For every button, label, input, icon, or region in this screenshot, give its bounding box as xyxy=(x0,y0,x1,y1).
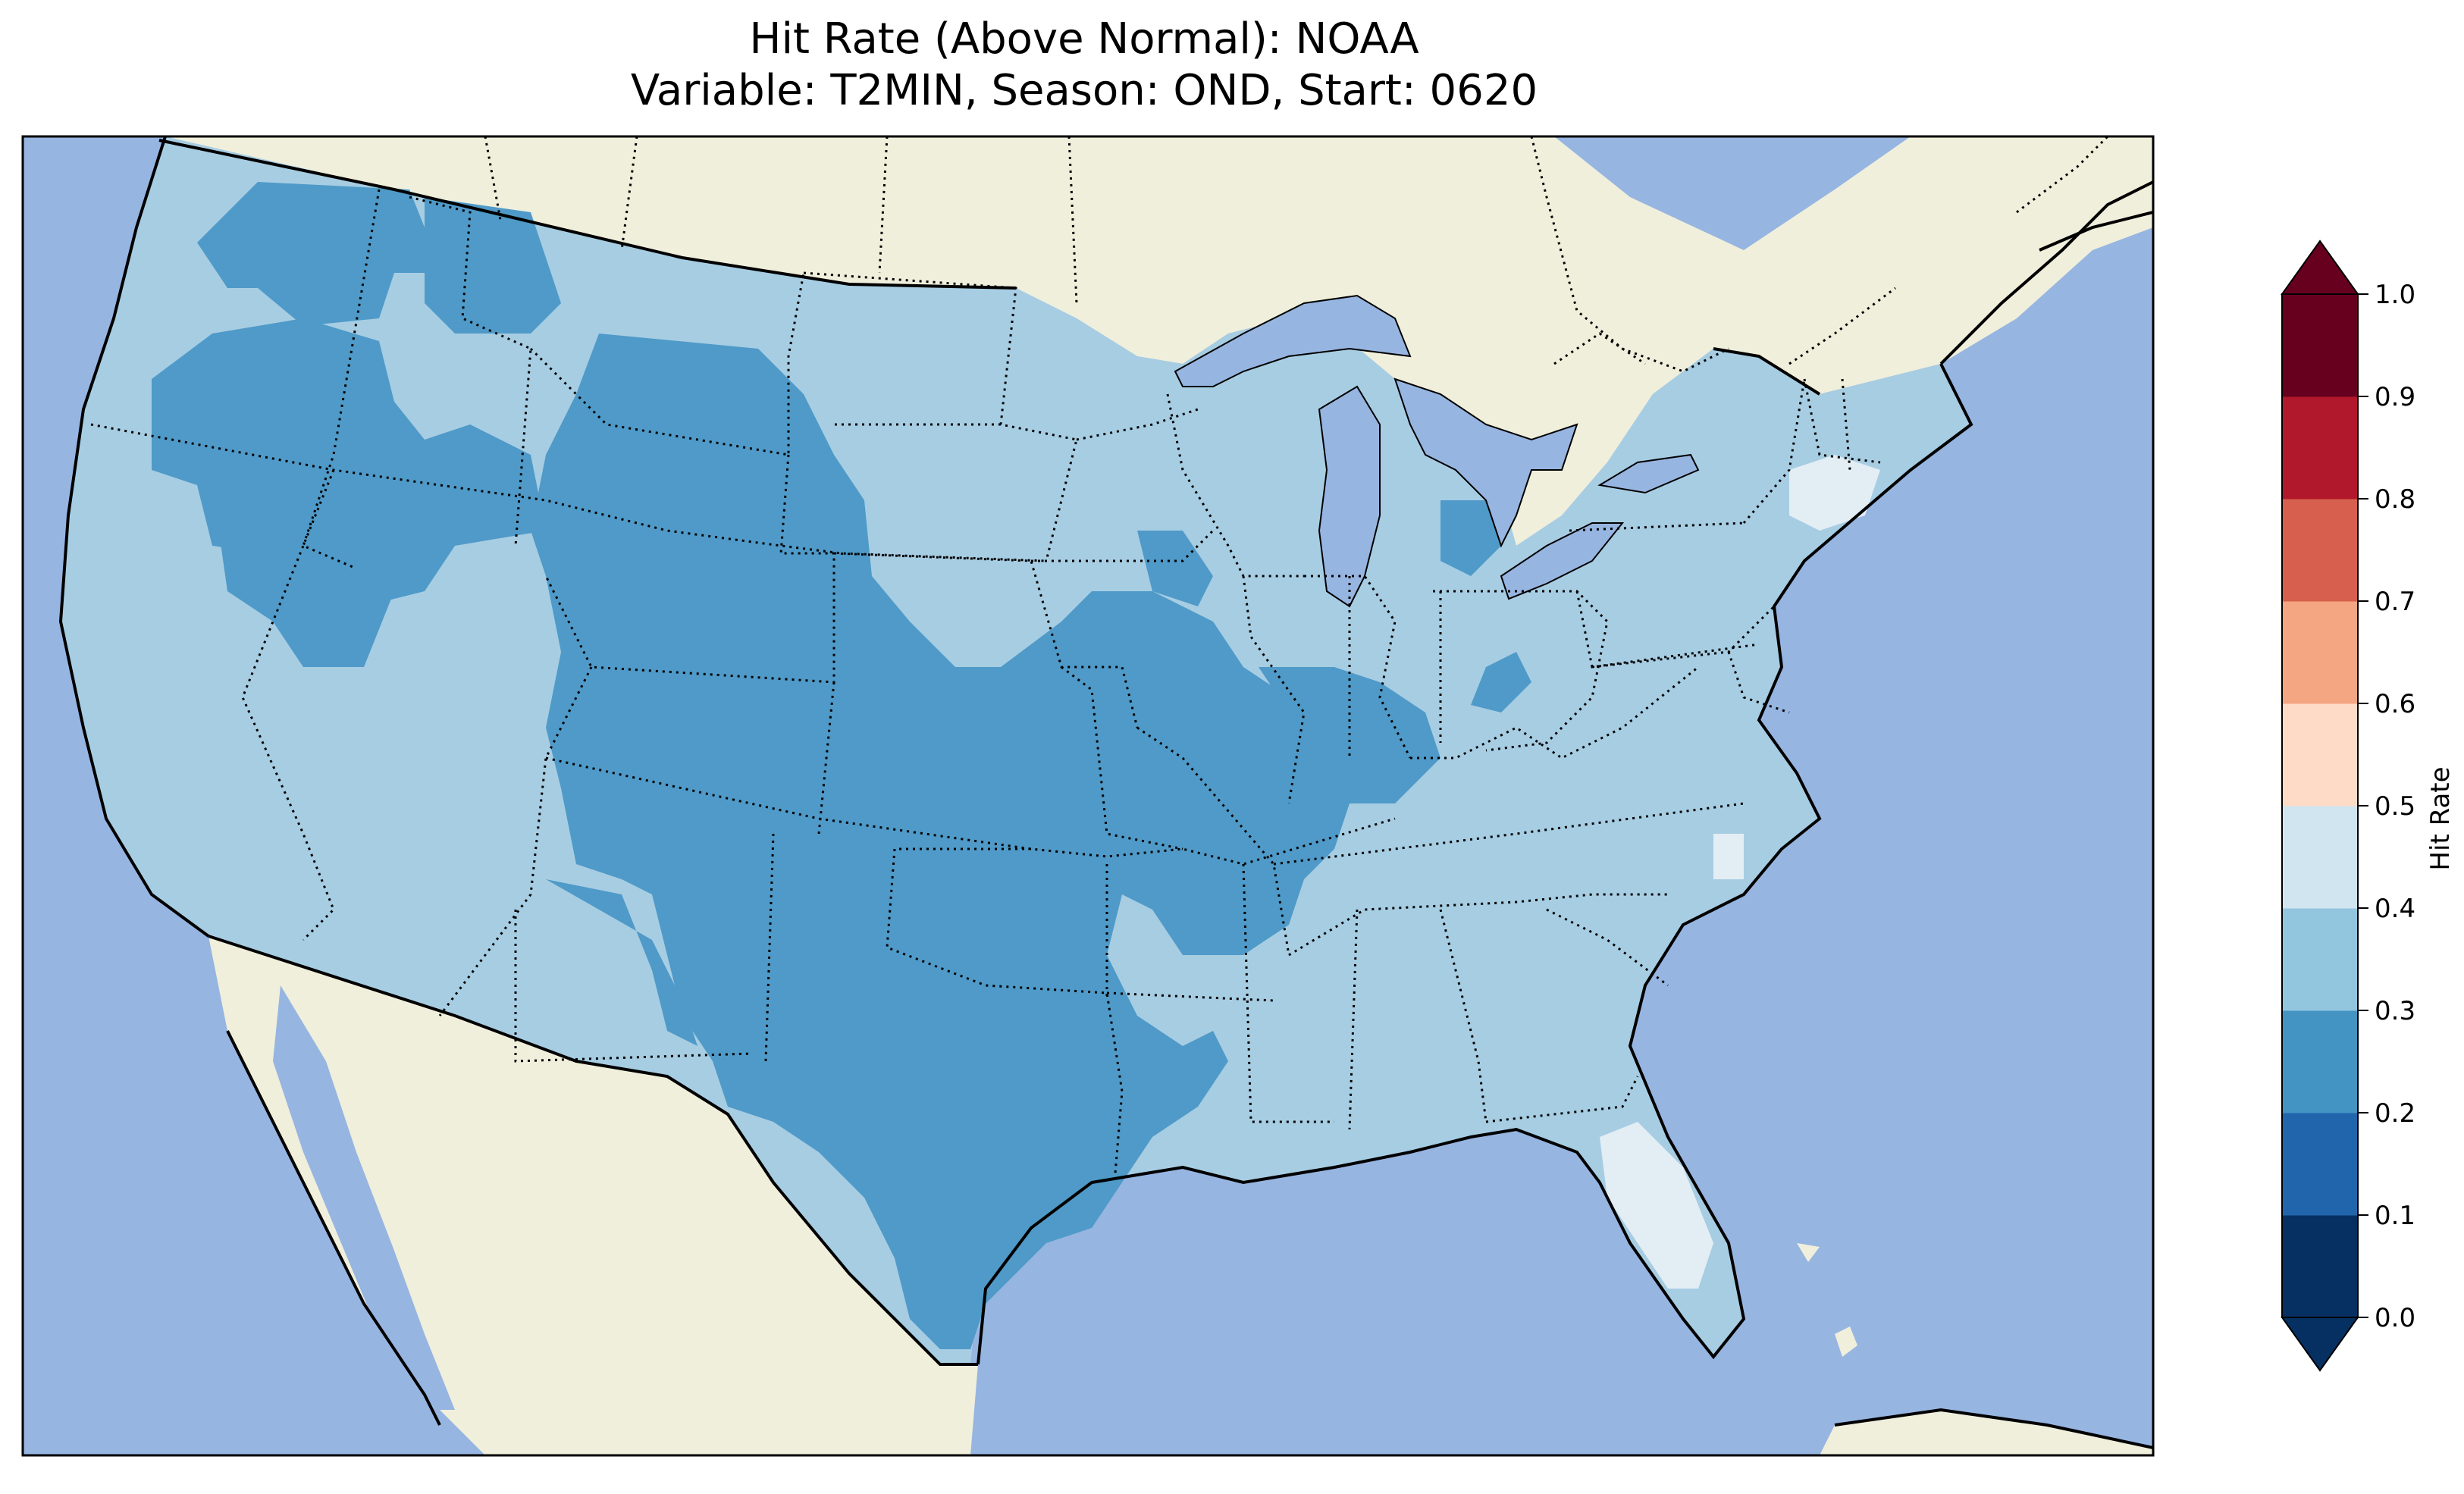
colorbar-ticks: 0.0 0.1 0.2 0.3 0.4 0.5 0.6 0.7 0.8 0.9 1.0 xyxy=(2358,280,2415,1333)
cuba-land xyxy=(1820,1410,2153,1455)
province-borders xyxy=(484,136,2109,373)
colorbar-tick-label: 0.1 xyxy=(2375,1201,2415,1231)
hit-rate-0.4-0.5-regions xyxy=(1600,455,1880,1289)
great-lakes xyxy=(1174,294,1700,608)
colorbar-bin xyxy=(2282,908,2358,1011)
colorbar-tick-label: 0.4 xyxy=(2375,894,2415,924)
colorbar-tick-label: 0.3 xyxy=(2375,996,2415,1026)
colorbar-tick-label: 1.0 xyxy=(2375,280,2415,310)
colorbar-bin xyxy=(2282,703,2358,807)
colorbar-bin xyxy=(2282,806,2358,909)
bahamas-land xyxy=(1797,1243,1857,1357)
map-title: Hit Rate (Above Normal): NOAA Variable: … xyxy=(0,14,2168,117)
colorbar-tick-label: 0.0 xyxy=(2375,1303,2415,1333)
title-line-2: Variable: T2MIN, Season: OND, Start: 062… xyxy=(630,66,1538,115)
colorbar-tick-label: 0.6 xyxy=(2375,689,2415,719)
colorbar-bin xyxy=(2282,499,2358,602)
gulf-of-california xyxy=(273,985,455,1410)
country-borders-and-coast xyxy=(58,136,2153,1449)
colorbar-bin xyxy=(2282,601,2358,704)
colorbar-tick-label: 0.2 xyxy=(2375,1098,2415,1129)
colorbar-bin xyxy=(2282,1215,2358,1318)
colorbar-label: Hit Rate xyxy=(2425,766,2456,870)
colorbar-bins xyxy=(2281,240,2359,1372)
colorbar-tick-label: 0.9 xyxy=(2375,382,2415,412)
title-line-1: Hit Rate (Above Normal): NOAA xyxy=(749,14,1419,64)
map-frame xyxy=(21,135,2155,1457)
colorbar-bin xyxy=(2282,294,2358,397)
colorbar-tick-label: 0.5 xyxy=(2375,791,2415,822)
colorbar-extend-min xyxy=(2281,1317,2359,1372)
colorbar-tick-label: 0.7 xyxy=(2375,587,2415,617)
colorbar-tick-label: 0.8 xyxy=(2375,484,2415,515)
colorbar-extend-max xyxy=(2281,240,2359,295)
maritimes-land xyxy=(2039,174,2153,250)
state-borders xyxy=(90,189,1896,1183)
colorbar-bin xyxy=(2282,1113,2358,1216)
hit-rate-0.2-0.3-regions xyxy=(152,182,1531,1349)
colorbar-bin xyxy=(2282,1010,2358,1113)
colorbar-bin xyxy=(2282,396,2358,500)
canada-land xyxy=(159,136,2153,546)
